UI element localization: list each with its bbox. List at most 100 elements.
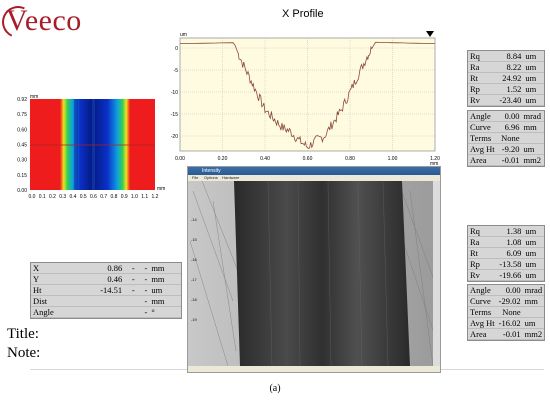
window-scrollbar[interactable] [433,181,440,366]
stats-top-box: Rq 8.84 um Ra 8.22 um Rt 24.92 um Rp 1.52 um Rv -23.4… [467,50,545,107]
heatmap-x-tick: 1.2 [152,194,159,200]
micro-y-tick: -19 [191,317,198,322]
stat-bottom-value: -19.66 [487,269,524,281]
param-top-value: -0.01 [498,154,522,166]
title-label: Title: [7,326,39,342]
stat-bottom-row: Rv -19.66 um [468,269,544,281]
heatmap-y-tick: 0.00 [17,188,27,194]
surface-scratches [189,181,440,366]
intensity-window[interactable]: Intensity File Options Hardware [187,166,441,373]
intensity-image: -14 -15 -16 -17 -18 -19 [188,181,440,366]
heatmap-stripe [74,99,78,190]
param-top-unit: mm [521,121,544,133]
stat-bottom-label: Rp [468,258,488,270]
param-bottom-unit: mm2 [522,328,545,340]
param-top-row: Terms None [468,132,544,144]
stat-bottom-label: Ra [468,236,488,248]
stat-top-label: Rp [468,83,488,95]
stat-top-value: 1.52 [487,83,524,95]
stat-bottom-value: 6.09 [487,247,524,259]
figure-caption: (a) [269,383,281,394]
heatmap-x-tick: 0.0 [29,194,36,200]
profile-y-tick: -5 [174,68,179,74]
stat-bottom-value: 1.38 [487,226,524,237]
heatmap-y-tick: 0.45 [17,143,27,149]
param-top-row: Angle 0.00 mrad [468,111,544,122]
profile-y-tick: 0 [175,46,178,52]
cursor-row: Ht -14.51- - um [31,284,181,296]
brand-logo: Veeco [6,4,82,37]
heatmap-x-tick: 0.8 [111,194,118,200]
param-bottom-row: Angle 0.00 mrad [468,285,545,296]
heatmap-chart: mm mm 0.920.750.600.450.300.150.00 0.0 0.… [17,94,165,200]
cursor-unit: ° [149,306,181,318]
heatmap-y-tick: 0.30 [17,158,27,164]
cursor-label: Ht [31,284,77,296]
param-bottom-value: 0.00 [496,285,523,296]
heatmap-x-tick: 1.0 [131,194,138,200]
marker-triangle-icon[interactable] [426,31,434,37]
menu-options[interactable]: Options [204,175,218,180]
profile-unit-label: um [180,32,187,38]
heatmap-y-tick: 0.75 [17,112,27,118]
param-bottom-row: Curve -29.02 mm [468,295,545,307]
stat-bottom-row: Rt 6.09 um [468,247,544,259]
heatmap-x-tick: 0.5 [80,194,87,200]
param-bottom-unit [522,306,545,318]
stat-top-label: Rv [468,94,488,106]
stat-top-label: Ra [468,61,488,73]
cursor-v1 [76,306,125,318]
param-top-label: Area [468,154,498,166]
param-bottom-value: -16.02 [496,317,523,329]
micro-y-tick: -16 [191,257,198,262]
stat-bottom-unit: um [523,247,544,259]
cursor-v2 [124,295,137,307]
profile-x-tick: 0.40 [260,156,270,162]
stat-top-value: 8.22 [487,61,524,73]
micro-y-tick: -15 [191,237,198,242]
param-bottom-unit: mm [522,295,545,307]
param-top-unit: um [521,143,544,155]
wear-track [234,181,410,366]
cursor-row: Y 0.46- - mm [31,273,181,285]
micro-y-tick: -17 [191,277,198,282]
param-bottom-label: Curve [468,295,497,307]
stat-bottom-label: Rq [468,226,488,237]
heatmap-y-unit: mm [30,94,38,100]
menu-file[interactable]: File [192,175,199,180]
menu-hardware[interactable]: Hardware [222,175,240,180]
window-menubar: File Options Hardware [188,175,440,181]
heatmap-x-tick: 0.4 [70,194,77,200]
stat-top-row: Rp 1.52 um [468,83,544,95]
heatmap-x-unit: mm [157,186,165,192]
cursor-v1: 0.46 [76,273,125,285]
micro-y-tick: -14 [191,217,198,222]
stat-top-row: Ra 8.22 um [468,61,544,73]
window-titlebar[interactable]: Intensity [188,167,440,175]
stat-top-unit: um [523,72,544,84]
window-title: Intensity [202,168,221,174]
cursor-label: X [31,263,77,274]
param-bottom-row: Avg Ht -16.02 um [468,317,545,329]
cursor-row: Angle - ° [31,306,181,318]
param-top-unit [521,132,544,144]
profile-x-tick: 1.20 [430,156,440,162]
stat-bottom-row: Rp -13.58 um [468,258,544,270]
param-top-value: -9.20 [498,143,522,155]
param-top-value: 0.00 [498,111,522,122]
heatmap-x-tick: 0.7 [100,194,107,200]
profile-y-tick: -20 [171,134,178,140]
param-bottom-label: Area [468,328,497,340]
stat-top-label: Rq [468,51,488,62]
profile-y-tick: -10 [171,90,178,96]
stat-bottom-label: Rv [468,269,488,281]
stat-bottom-value: 1.08 [487,236,524,248]
param-bottom-value: None [496,306,523,318]
cursor-unit: mm [149,263,181,274]
stat-bottom-value: -13.58 [487,258,524,270]
cursor-label: Angle [31,306,77,318]
param-bottom-label: Avg Ht [468,317,497,329]
param-bottom-row: Area -0.01 mm2 [468,328,545,340]
stat-top-unit: um [523,61,544,73]
cursor-unit: mm [149,273,181,285]
